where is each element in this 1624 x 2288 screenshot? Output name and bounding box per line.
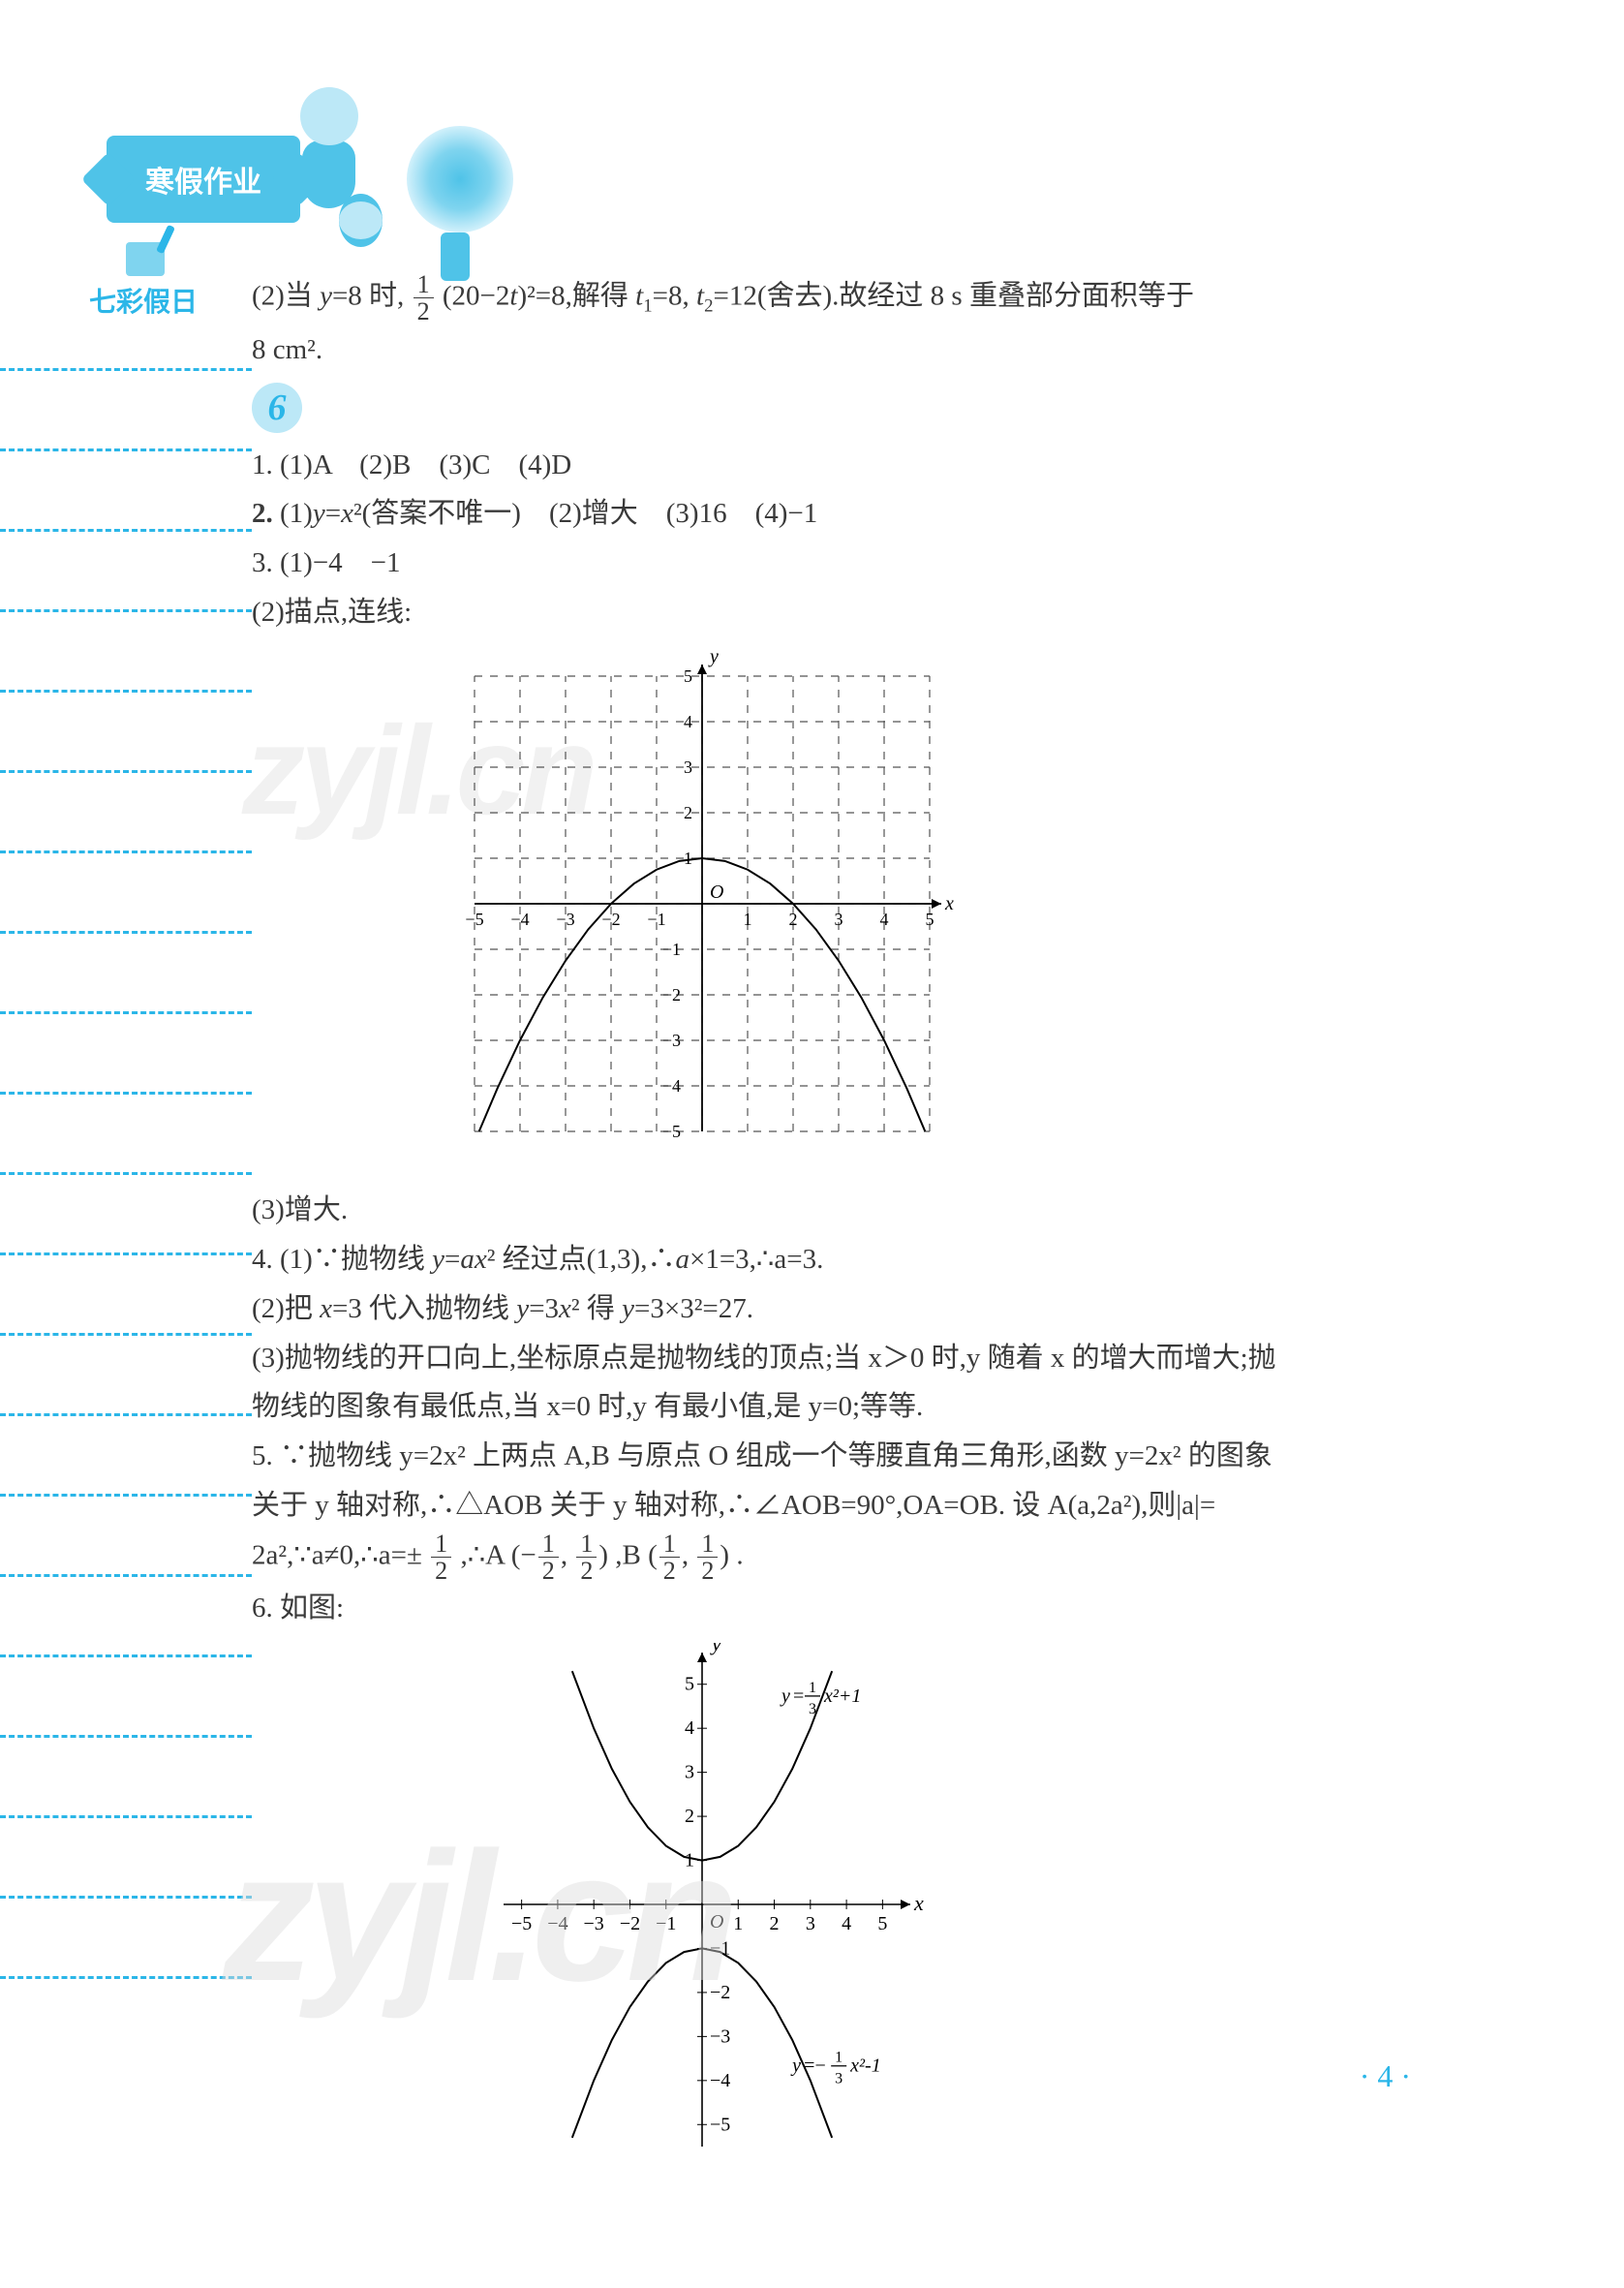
svg-text:1: 1 <box>744 910 752 929</box>
q3: 3. (1)−4 −1 <box>252 539 1491 588</box>
q3c: (3)增大. <box>252 1186 1491 1235</box>
svg-text:x: x <box>944 893 954 914</box>
svg-text:−5: −5 <box>465 910 483 929</box>
svg-text:x²+1: x²+1 <box>823 1685 861 1707</box>
svg-text:=: = <box>793 1685 804 1707</box>
svg-text:y: y <box>708 647 719 667</box>
svg-text:−5: −5 <box>710 2114 730 2135</box>
svg-text:2: 2 <box>770 1913 780 1934</box>
svg-text:−4: −4 <box>710 2070 730 2091</box>
svg-text:3: 3 <box>809 1701 816 1717</box>
svg-text:4: 4 <box>880 910 889 929</box>
svg-text:O: O <box>710 881 723 903</box>
svg-text:−4: −4 <box>510 910 529 929</box>
line-2: 8 cm². <box>252 325 1491 375</box>
q5a: 5. ∵抛物线 y=2x² 上两点 A,B 与原点 O 组成一个等腰直角三角形,… <box>252 1432 1491 1481</box>
svg-text:y: y <box>780 1685 790 1707</box>
svg-text:−1: −1 <box>662 940 681 959</box>
svg-text:3: 3 <box>685 1762 694 1783</box>
watermark-2: zyjl.cn <box>223 1811 731 2023</box>
svg-text:4: 4 <box>684 712 692 731</box>
svg-text:4: 4 <box>685 1717 694 1739</box>
svg-text:5: 5 <box>926 910 935 929</box>
svg-text:y: y <box>790 2056 801 2077</box>
girl-illustration <box>300 87 358 208</box>
pencil-icon <box>126 242 165 276</box>
q5c: 2a²,∵a≠0,∴a=± 12 ,∴A (−12, 12) ,B (12, 1… <box>252 1530 1491 1585</box>
svg-text:−4: −4 <box>662 1076 681 1096</box>
svg-text:5: 5 <box>685 1674 694 1695</box>
svg-text:3: 3 <box>806 1913 815 1934</box>
q4a: 4. (1)∵抛物线 y=ax² 经过点(1,3),∴a×1=3,∴a=3. <box>252 1235 1491 1284</box>
q6: 6. 如图: <box>252 1584 1491 1633</box>
svg-text:−3: −3 <box>710 2025 730 2047</box>
page-number: · 4 · <box>1360 2058 1411 2094</box>
svg-text:x: x <box>913 1891 924 1915</box>
svg-text:1: 1 <box>835 2050 843 2066</box>
svg-text:−5: −5 <box>662 1122 681 1141</box>
svg-text:2: 2 <box>789 910 798 929</box>
q4c: (3)抛物线的开口向上,坐标原点是抛物线的顶点;当 x＞0 时,y 随着 x 的… <box>252 1334 1491 1383</box>
badge-text: 寒假作业 <box>145 158 261 201</box>
rule-lines <box>0 368 252 2056</box>
svg-text:5: 5 <box>684 666 692 686</box>
sidebar-label: 七彩假日 <box>89 281 198 320</box>
svg-text:−3: −3 <box>662 1031 681 1050</box>
lantern-icon <box>339 194 383 247</box>
firework-icon <box>407 126 513 232</box>
svg-text:2: 2 <box>684 803 692 822</box>
badge: 寒假作业 <box>107 136 300 223</box>
svg-text:1: 1 <box>684 849 692 868</box>
svg-text:y: y <box>710 1643 721 1655</box>
svg-text:3: 3 <box>835 910 843 929</box>
chart-1-wrap: −5−4−3−2−112345−5−4−3−2−112345Oxy <box>445 647 1491 1177</box>
svg-text:−1: −1 <box>647 910 665 929</box>
line-1: (2)当 y=8 时, 12 (20−2t)²=8,解得 t1=8, t2=12… <box>252 271 1491 325</box>
section-number-6: 6 <box>252 383 302 433</box>
svg-text:=−: =− <box>804 2056 826 2077</box>
svg-text:5: 5 <box>877 1913 887 1934</box>
svg-text:−2: −2 <box>662 985 681 1005</box>
svg-text:−3: −3 <box>556 910 574 929</box>
q5b: 关于 y 轴对称,∴△AOB 关于 y 轴对称,∴∠AOB=90°,OA=OB.… <box>252 1481 1491 1530</box>
q4b: (2)把 x=3 代入抛物线 y=3x² 得 y=3×3²=27. <box>252 1284 1491 1334</box>
q2: 2. (1)y=x²(答案不唯一) (2)增大 (3)16 (4)−1 <box>252 489 1491 539</box>
svg-text:3: 3 <box>684 758 692 777</box>
chart-1: −5−4−3−2−112345−5−4−3−2−112345Oxy <box>445 647 959 1160</box>
svg-text:4: 4 <box>842 1913 851 1934</box>
q1: 1. (1)A (2)B (3)C (4)D <box>252 441 1491 490</box>
q3b: (2)描点,连线: <box>252 588 1491 637</box>
q4c2: 物线的图象有最低点,当 x=0 时,y 有最小值,是 y=0;等等. <box>252 1382 1491 1432</box>
svg-text:1: 1 <box>809 1680 816 1696</box>
svg-text:3: 3 <box>835 2071 843 2087</box>
svg-text:x²-1: x²-1 <box>849 2056 881 2077</box>
svg-text:1: 1 <box>733 1913 743 1934</box>
